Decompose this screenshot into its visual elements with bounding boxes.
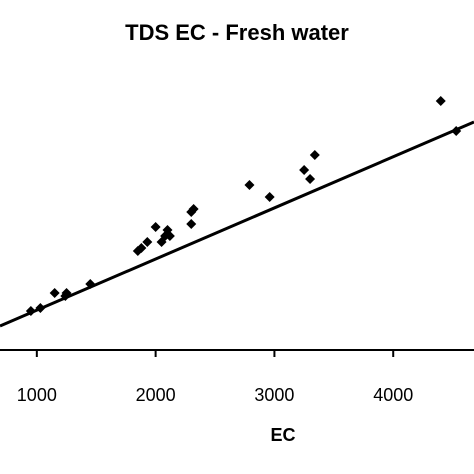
data-point — [25, 306, 36, 316]
x-axis-tick-labels: 1000 2000 3000 4000 — [17, 385, 413, 405]
data-point — [264, 192, 275, 202]
x-axis-ticks — [35, 350, 395, 357]
data-point — [435, 96, 446, 106]
data-point — [305, 174, 316, 184]
x-tick-label-3000: 3000 — [254, 385, 294, 405]
data-point — [85, 279, 96, 289]
data-point — [150, 222, 161, 232]
data-point — [451, 126, 462, 136]
data-point — [136, 243, 147, 253]
data-point — [49, 288, 60, 298]
data-points — [25, 96, 462, 316]
data-point — [164, 231, 175, 241]
x-tick-label-1000: 1000 — [17, 385, 57, 405]
data-point — [309, 150, 320, 160]
chart-title: TDS EC - Fresh water — [125, 20, 349, 45]
data-point — [188, 204, 199, 214]
x-axis-label: EC — [270, 425, 296, 445]
data-point — [299, 165, 310, 175]
data-point — [186, 219, 197, 229]
data-point — [244, 180, 255, 190]
data-point — [35, 303, 46, 313]
data-point — [61, 288, 72, 298]
x-tick-label-4000: 4000 — [373, 385, 413, 405]
x-tick-label-2000: 2000 — [136, 385, 176, 405]
data-point — [142, 237, 153, 247]
trend-line — [0, 120, 474, 328]
